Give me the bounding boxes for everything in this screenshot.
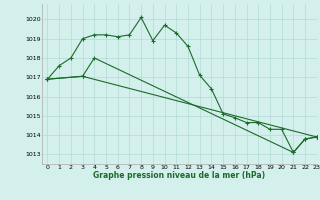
X-axis label: Graphe pression niveau de la mer (hPa): Graphe pression niveau de la mer (hPa) — [93, 171, 265, 180]
